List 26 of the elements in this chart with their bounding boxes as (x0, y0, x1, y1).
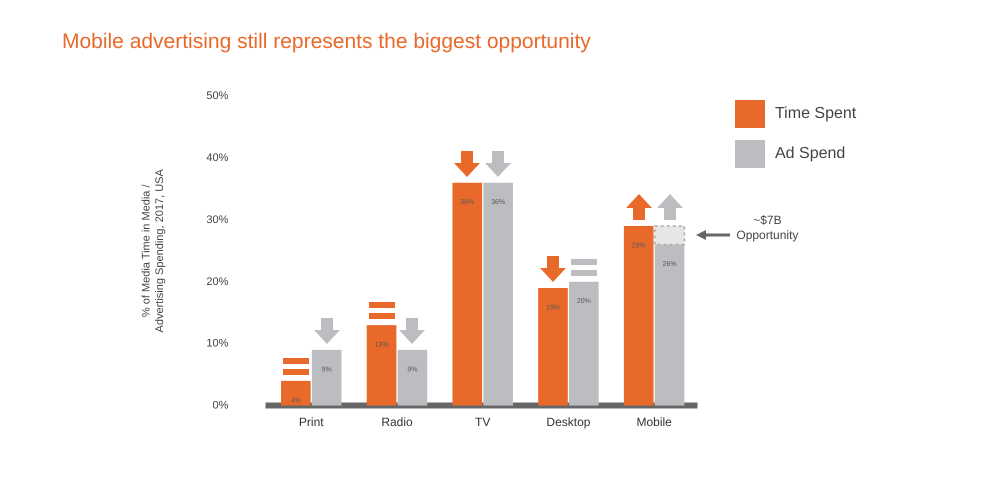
bar (538, 288, 568, 406)
legend-label: Time Spent (775, 105, 856, 123)
bar (281, 380, 311, 406)
chart-title: Mobile advertising still represents the biggest opportunity (62, 30, 591, 54)
y-axis-title: % of Media Time in Media / Advertising Spending, 2017, USA (140, 168, 166, 332)
x-tick-label: Print (298, 415, 324, 430)
x-tick-label: Mobile (636, 415, 672, 430)
bar (654, 244, 684, 406)
text: ~$7B Opportunity (736, 213, 798, 244)
y-tick-label: 20% (206, 276, 229, 288)
bar (624, 226, 654, 406)
x-tick-label: Radio (381, 415, 413, 430)
y-tick-label: 10% (206, 338, 229, 350)
bar (398, 350, 428, 406)
legend-label: Ad Spend (775, 145, 846, 163)
bar (312, 350, 342, 406)
y-tick-label: 50% (206, 90, 229, 102)
bar (483, 182, 513, 406)
y-tick-label: 30% (206, 214, 229, 226)
bar (366, 325, 396, 406)
bar (569, 282, 599, 406)
y-tick-label: 0% (212, 400, 229, 412)
bar (452, 182, 482, 406)
y-tick-label: 40% (206, 152, 229, 164)
x-tick-label: TV (475, 415, 490, 430)
x-tick-label: Desktop (546, 415, 591, 430)
